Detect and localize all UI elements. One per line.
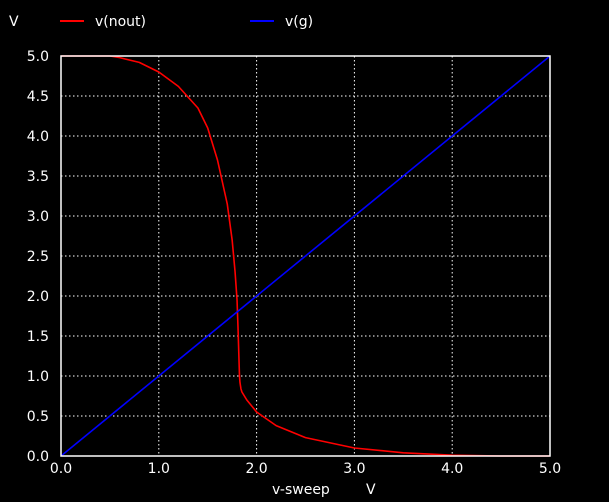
legend-label-nout: v(nout) [95,14,146,30]
x-tick-label: 4.0 [441,461,463,477]
x-axis-label: v-sweep [272,482,330,498]
series-line-0 [61,55,550,457]
y-tick-label: 2.0 [27,289,49,305]
y-unit-label: V [9,14,19,30]
y-tick-label: 5.0 [27,49,49,65]
x-tick-label: 1.0 [148,461,170,477]
y-tick-label: 0.0 [27,449,49,465]
legend-label-g: v(g) [285,14,313,30]
y-tick-label: 2.5 [27,249,49,265]
tick-labels: 0.0 1.0 2.0 3.0 4.0 5.0 0.0 0.5 1.0 1.5 2.0 2.5 3.0 3… [27,49,561,477]
y-tick-label: 4.0 [27,129,49,145]
y-tick-label: 1.5 [27,329,49,345]
y-tick-label: 3.5 [27,169,49,185]
grid [61,56,550,456]
y-tick-label: 3.0 [27,209,49,225]
plot-frame [60,55,551,457]
x-tick-label: 5.0 [539,461,561,477]
x-unit-label: V [366,482,376,498]
y-tick-label: 1.0 [27,369,49,385]
series-line-1 [60,55,551,457]
x-tick-label: 2.0 [245,461,267,477]
y-tick-label: 4.5 [27,89,49,105]
x-tick-label: 3.0 [343,461,365,477]
series-lines [60,55,551,457]
x-tick-label: 0.0 [50,461,72,477]
y-tick-label: 0.5 [27,409,49,425]
